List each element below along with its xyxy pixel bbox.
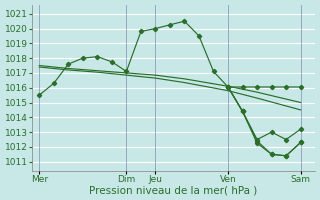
X-axis label: Pression niveau de la mer( hPa ): Pression niveau de la mer( hPa )	[90, 185, 258, 195]
